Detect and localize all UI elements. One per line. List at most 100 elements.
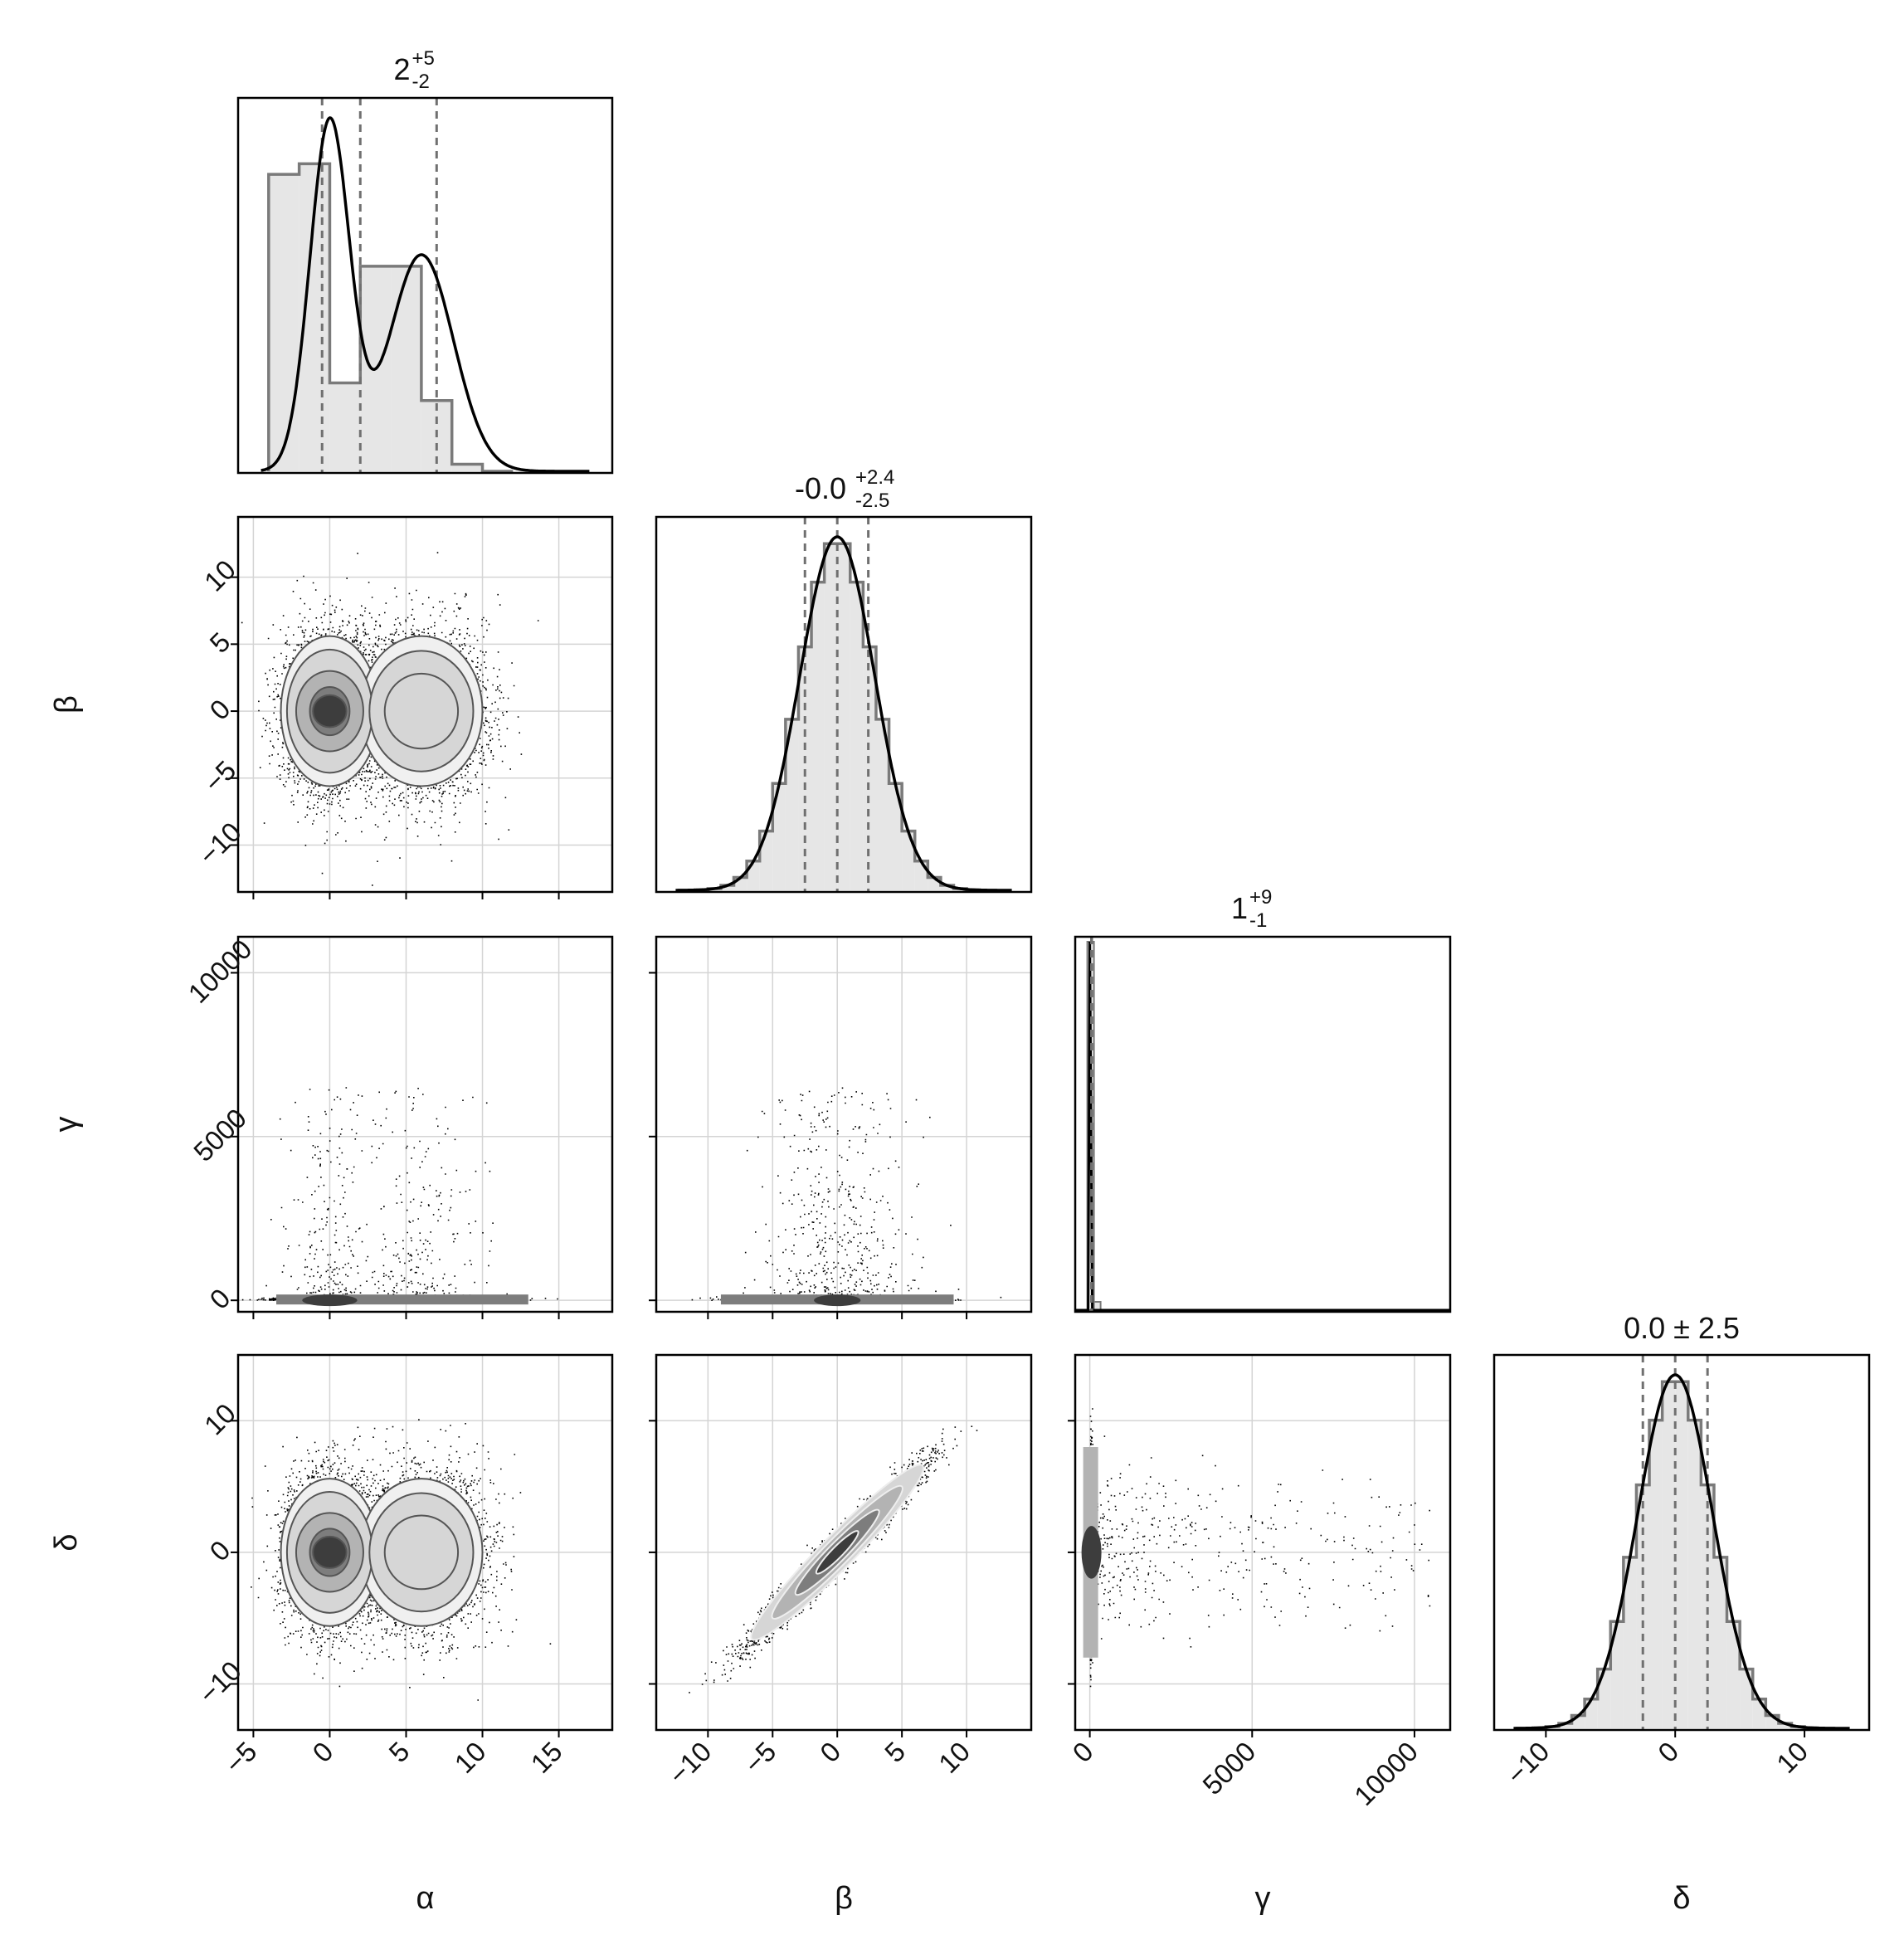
pair-frame [236,515,614,894]
hist-bar [1675,1381,1688,1728]
hist-bar [720,884,734,890]
x-axis-label: δ [1673,1881,1690,1916]
diag-title: 0.0 ± 2.5 [1624,1311,1740,1345]
diag-content [675,517,1012,892]
contour-level-3 [383,672,460,750]
hist-bar [875,719,889,890]
pair-frame [236,935,614,1313]
y-tick-label: 0 [203,1534,236,1567]
contour-level-2 [302,1294,358,1307]
pair-content [241,552,539,886]
hist-bar [811,582,825,890]
x-tick-label: −10 [1501,1736,1556,1791]
y-tick-label: 0 [203,694,236,726]
hist-bar [889,783,903,890]
contour-level-4 [815,1530,859,1575]
kde-line [675,535,1012,892]
contour-level-5 [312,1535,348,1569]
y-axis-label: γ [49,1117,84,1133]
hist-bar [1597,1669,1611,1728]
hist-bar [1662,1381,1676,1728]
x-tick-label: 10 [1770,1736,1814,1779]
pair-panel-β-γ [649,935,1033,1319]
hist-bar [268,174,299,471]
hist-bar [902,831,915,890]
scatter-points [691,1087,1002,1301]
hist-bar [1740,1669,1753,1728]
hist-bar [1585,1698,1598,1728]
diag-panel-0: 2 +5-2 [236,47,614,475]
diag-title-minus: -1 [1249,909,1267,932]
diag-title-plus: +2.4 [855,466,894,489]
hist-bar [785,719,799,890]
x-tick-label: 10 [933,1736,976,1779]
pair-content [1081,1408,1431,1688]
pair-frame [655,1353,1033,1732]
grid-lines [238,937,612,1312]
pair-panel-β-δ: −10 −5 0 5 10 β [649,1353,1033,1916]
kde-line [1075,941,1450,1312]
x-tick-label: 5000 [1196,1736,1261,1801]
x-axis-label: β [835,1881,853,1916]
hist-bar [914,860,928,890]
hist-bar [1701,1484,1714,1728]
diag-title-minus: -2.5 [855,490,889,512]
x-tick-label: −5 [738,1736,782,1780]
diag-frame [1074,935,1452,1313]
contour-level-2 [1081,1526,1102,1579]
pair-frame [236,1353,614,1732]
kde-line [1513,1373,1850,1730]
hist-bar [837,543,850,890]
hist-bar [772,783,786,890]
x-tick-label: 0 [814,1736,846,1768]
contour-level-3 [383,1514,460,1591]
y-tick-label: 10 [198,1397,241,1440]
x-tick-label: 15 [525,1736,568,1779]
y-axis-label: β [49,695,84,714]
hist-bar [1649,1420,1663,1728]
x-tick-label: 5 [382,1736,415,1768]
contour-level-2 [814,1294,861,1307]
diag-frame [236,96,614,475]
hist-bar [1687,1420,1702,1728]
scatter-points [241,1087,558,1301]
hist-bar [850,582,864,890]
y-tick-label: −5 [198,754,242,798]
diag-frame [1493,1353,1871,1732]
hist-bar [798,646,812,890]
diag-title: -0.0 [795,471,846,505]
diag-title-plus: +9 [1249,886,1272,909]
grid-lines [656,937,1031,1312]
pair-content [251,1419,552,1701]
y-tick-label: 10000 [183,933,258,1009]
x-tick-label: 5 [879,1736,911,1768]
pair-panel-α-γ: 0 5000 10000 γ [49,933,614,1319]
x-tick-label: 10000 [1348,1736,1424,1811]
diag-title: 2 [393,52,410,86]
pair-panel-γ-δ: 0 5000 10000 γ [1067,1353,1452,1916]
diag-title-plus: +5 [412,47,435,70]
pair-frame [655,935,1033,1313]
pair-content [241,1087,558,1307]
hist-bar [747,860,760,890]
hist-bar [863,646,876,890]
diag-panel-1: -0.0 +2.4-2.5 [655,466,1033,894]
hist-bar [1713,1557,1727,1728]
hist-bar [1726,1621,1741,1728]
hist-bar [1636,1484,1650,1728]
hist-outline [267,162,514,473]
hist-bar [940,884,954,890]
y-tick-label: 5000 [187,1103,252,1167]
x-tick-label: −10 [663,1736,718,1791]
diag-content [1513,1355,1850,1730]
hist-bar [1778,1723,1792,1728]
y-tick-label: 0 [203,1283,236,1315]
grid-lines [656,1355,1031,1730]
diag-content [261,98,590,473]
x-axis-label: γ [1255,1881,1271,1916]
x-tick-label: 0 [1067,1736,1099,1768]
y-tick-label: 5 [203,626,236,659]
